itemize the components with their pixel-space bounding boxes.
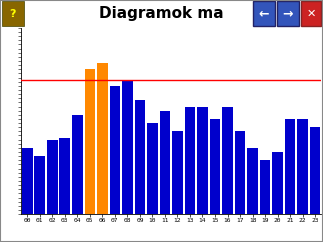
Bar bbox=[97, 63, 108, 214]
Text: ?: ? bbox=[10, 9, 16, 19]
Bar bbox=[59, 137, 70, 214]
Bar bbox=[297, 119, 308, 214]
Bar bbox=[135, 100, 145, 214]
Bar bbox=[47, 140, 57, 214]
Bar bbox=[35, 156, 45, 214]
Text: →: → bbox=[283, 8, 293, 20]
Bar bbox=[109, 86, 120, 214]
Bar bbox=[172, 131, 183, 214]
Text: Diagramok ma: Diagramok ma bbox=[99, 7, 223, 21]
FancyBboxPatch shape bbox=[301, 1, 321, 26]
Bar bbox=[197, 106, 208, 214]
FancyBboxPatch shape bbox=[253, 1, 275, 26]
Bar bbox=[247, 148, 258, 214]
Bar bbox=[185, 106, 195, 214]
Bar bbox=[122, 80, 133, 214]
Bar bbox=[160, 111, 170, 214]
Bar bbox=[85, 69, 95, 214]
Bar bbox=[22, 148, 33, 214]
Bar bbox=[147, 123, 158, 214]
Bar bbox=[210, 119, 220, 214]
FancyBboxPatch shape bbox=[277, 1, 299, 26]
Bar bbox=[222, 106, 233, 214]
Bar bbox=[310, 127, 320, 214]
FancyBboxPatch shape bbox=[2, 1, 24, 26]
Text: ←: ← bbox=[259, 8, 269, 20]
Bar bbox=[72, 115, 83, 214]
Bar bbox=[260, 160, 270, 214]
Text: ✕: ✕ bbox=[306, 9, 316, 19]
Bar bbox=[272, 152, 283, 214]
Bar bbox=[285, 119, 296, 214]
Bar bbox=[235, 131, 245, 214]
